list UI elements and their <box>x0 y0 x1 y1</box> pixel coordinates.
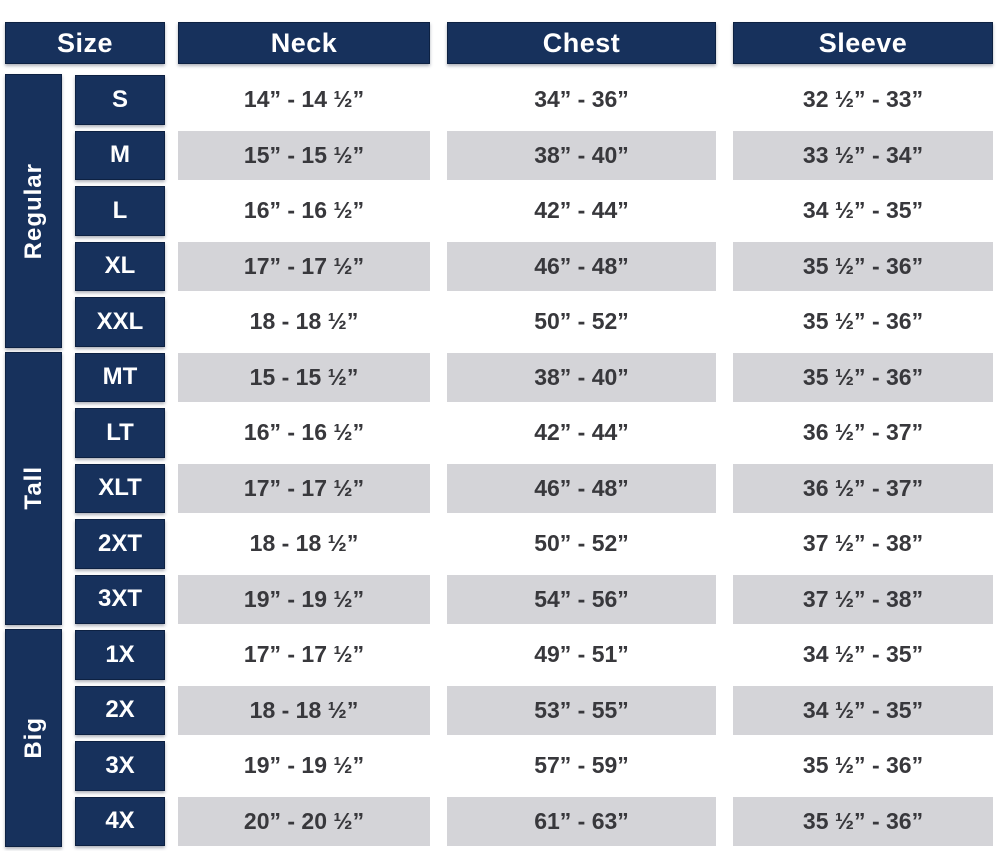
sleeve-value-cell: 36 ½” - 37” <box>733 408 993 458</box>
neck-value-cell: 18 - 18 ½” <box>178 685 430 735</box>
neck-value-cell: 15 - 15 ½” <box>178 352 430 402</box>
column-header-sleeve: Sleeve <box>733 22 993 64</box>
sleeve-value-cell: 35 ½” - 36” <box>733 241 993 291</box>
sleeve-value-cell: 35 ½” - 36” <box>733 741 993 791</box>
chest-value-cell: 53” - 55” <box>447 685 716 735</box>
sleeve-value-cell: 34 ½” - 35” <box>733 630 993 680</box>
chest-value-cell: 42” - 44” <box>447 408 716 458</box>
chest-value-cell: 54” - 56” <box>447 574 716 624</box>
chest-value-cell: 38” - 40” <box>447 352 716 402</box>
neck-value-cell: 14” - 14 ½” <box>178 75 430 125</box>
column-header-chest: Chest <box>447 22 716 64</box>
sleeve-value-cell: 36 ½” - 37” <box>733 463 993 513</box>
neck-value-cell: 17” - 17 ½” <box>178 630 430 680</box>
chest-value-cell: 57” - 59” <box>447 741 716 791</box>
size-group-label-big: Big <box>5 629 62 847</box>
chest-value-cell: 50” - 52” <box>447 297 716 347</box>
size-group-label-regular: Regular <box>5 74 62 348</box>
chest-value-cell: 61” - 63” <box>447 796 716 846</box>
size-label: XLT <box>75 463 165 513</box>
size-label: XL <box>75 241 165 291</box>
neck-value-cell: 19” - 19 ½” <box>178 741 430 791</box>
sleeve-value-cell: 34 ½” - 35” <box>733 685 993 735</box>
sleeve-value-cell: 32 ½” - 33” <box>733 75 993 125</box>
neck-value-cell: 16” - 16 ½” <box>178 186 430 236</box>
size-label: 2XT <box>75 519 165 569</box>
neck-value-cell: 15” - 15 ½” <box>178 130 430 180</box>
neck-value-cell: 19” - 19 ½” <box>178 574 430 624</box>
neck-value-cell: 20” - 20 ½” <box>178 796 430 846</box>
column-header-neck: Neck <box>178 22 430 64</box>
size-group-label-text: Big <box>19 717 47 759</box>
size-label: XXL <box>75 297 165 347</box>
chest-value-cell: 34” - 36” <box>447 75 716 125</box>
chest-value-cell: 50” - 52” <box>447 519 716 569</box>
size-label: L <box>75 186 165 236</box>
chest-value-cell: 38” - 40” <box>447 130 716 180</box>
size-label: 3XT <box>75 574 165 624</box>
sleeve-value-cell: 34 ½” - 35” <box>733 186 993 236</box>
chest-value-cell: 46” - 48” <box>447 241 716 291</box>
size-label: 3X <box>75 741 165 791</box>
size-group-label-text: Regular <box>19 162 47 259</box>
size-label: 2X <box>75 685 165 735</box>
chest-value-cell: 49” - 51” <box>447 630 716 680</box>
size-label: LT <box>75 408 165 458</box>
chest-value-cell: 42” - 44” <box>447 186 716 236</box>
size-group-label-text: Tall <box>19 466 47 511</box>
size-label: MT <box>75 352 165 402</box>
sleeve-value-cell: 35 ½” - 36” <box>733 352 993 402</box>
neck-value-cell: 17” - 17 ½” <box>178 241 430 291</box>
size-label: M <box>75 130 165 180</box>
sleeve-value-cell: 37 ½” - 38” <box>733 574 993 624</box>
size-label: 1X <box>75 630 165 680</box>
neck-value-cell: 18 - 18 ½” <box>178 519 430 569</box>
column-header-size: Size <box>5 22 165 64</box>
neck-value-cell: 17” - 17 ½” <box>178 463 430 513</box>
sleeve-value-cell: 33 ½” - 34” <box>733 130 993 180</box>
chest-value-cell: 46” - 48” <box>447 463 716 513</box>
neck-value-cell: 16” - 16 ½” <box>178 408 430 458</box>
size-chart-grid: Size Neck Chest Sleeve Regular S 14” - 14 … <box>5 22 993 849</box>
neck-value-cell: 18 - 18 ½” <box>178 297 430 347</box>
sleeve-value-cell: 35 ½” - 36” <box>733 796 993 846</box>
sleeve-value-cell: 35 ½” - 36” <box>733 297 993 347</box>
size-label: 4X <box>75 796 165 846</box>
size-label: S <box>75 75 165 125</box>
size-group-label-tall: Tall <box>5 351 62 625</box>
sleeve-value-cell: 37 ½” - 38” <box>733 519 993 569</box>
